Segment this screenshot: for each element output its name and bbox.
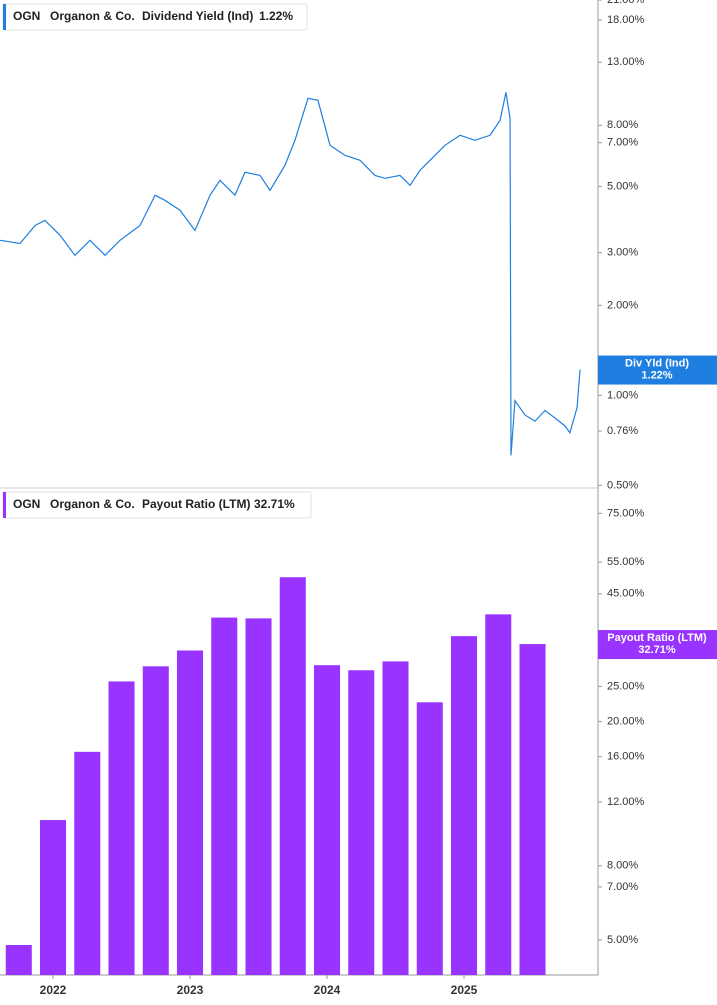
y-tick-label: 16.00% <box>607 751 645 763</box>
legend-ticker: OGN <box>13 9 40 23</box>
y-tick-label: 20.00% <box>607 715 645 727</box>
bar <box>519 644 546 975</box>
badge-name: Payout Ratio (LTM) <box>607 632 707 644</box>
y-tick-label: 8.00% <box>607 119 638 131</box>
legend-value-label: 1.22% <box>259 9 293 23</box>
value-badge <box>598 355 717 385</box>
legend-company: Organon & Co. <box>50 9 135 23</box>
y-tick-label: 0.76% <box>607 425 638 437</box>
y-tick-label: 1.00% <box>607 389 638 401</box>
y-tick-label: 13.00% <box>607 56 645 68</box>
y-tick-label: 25.00% <box>607 680 645 692</box>
x-tick-label: 2025 <box>451 983 478 997</box>
y-tick-label: 12.00% <box>607 796 645 808</box>
bar <box>142 666 169 975</box>
legend-metric: Dividend Yield (Ind) <box>142 9 253 23</box>
y-tick-label: 75.00% <box>607 507 645 519</box>
y-tick-label: 8.00% <box>607 860 638 872</box>
bar <box>279 577 306 975</box>
bar <box>485 614 512 975</box>
legend-ticker: OGN <box>13 497 40 511</box>
legend-value-label: 32.71% <box>254 497 295 511</box>
bar <box>177 650 204 975</box>
legend-swatch <box>3 4 6 30</box>
bar <box>5 944 32 975</box>
badge-value: 32.71% <box>638 644 676 656</box>
x-tick-label: 2023 <box>177 983 204 997</box>
value-badge <box>598 630 717 660</box>
badge-value: 1.22% <box>641 369 672 381</box>
y-tick-label: 0.50% <box>607 479 638 491</box>
y-tick-label: 5.00% <box>607 180 638 192</box>
y-tick-label: 5.00% <box>607 934 638 946</box>
y-tick-label: 3.00% <box>607 247 638 259</box>
y-tick-label: 2.00% <box>607 299 638 311</box>
bar <box>416 702 443 975</box>
y-tick-label: 55.00% <box>607 556 645 568</box>
bar <box>108 681 135 975</box>
bar <box>382 661 409 975</box>
y-tick-label: 7.00% <box>607 881 638 893</box>
bar <box>74 751 101 975</box>
y-tick-label: 18.00% <box>607 14 645 26</box>
bar <box>314 665 341 975</box>
y-tick-label: 45.00% <box>607 588 645 600</box>
x-tick-label: 2022 <box>40 983 67 997</box>
y-tick-label: 21.00% <box>607 0 645 6</box>
bar <box>211 617 238 975</box>
bar <box>245 618 272 975</box>
legend-company: Organon & Co. <box>50 497 135 511</box>
x-tick-label: 2024 <box>314 983 341 997</box>
badge-name: Div Yld (Ind) <box>625 357 689 369</box>
legend-swatch <box>3 492 6 518</box>
bar <box>40 820 67 975</box>
legend-metric: Payout Ratio (LTM) <box>142 497 250 511</box>
bar <box>451 636 478 975</box>
data-line <box>0 92 581 456</box>
y-tick-label: 7.00% <box>607 137 638 149</box>
bar <box>348 670 375 975</box>
